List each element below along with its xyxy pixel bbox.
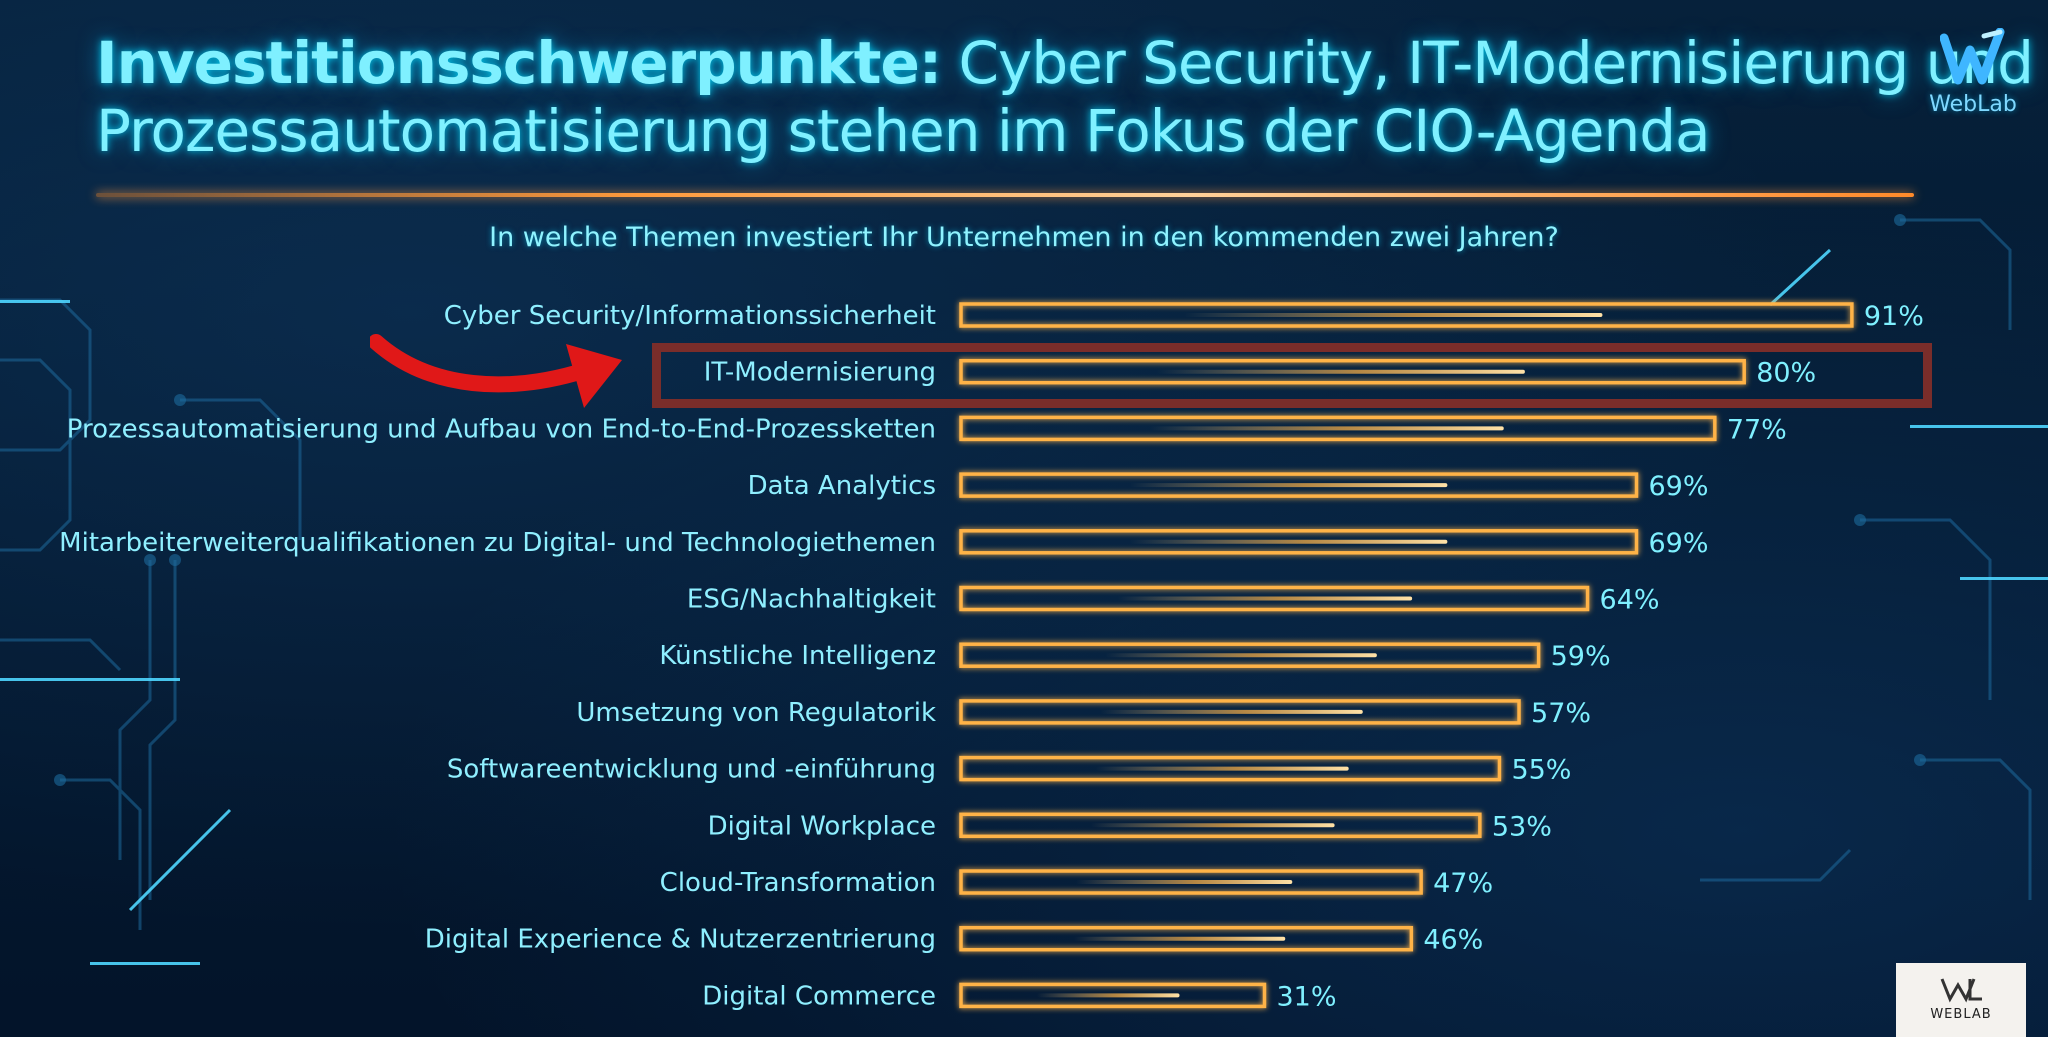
bar <box>959 472 1639 498</box>
value-label: 64% <box>1600 585 1660 616</box>
category-label: Cloud-Transformation <box>660 868 936 898</box>
bar-streak <box>1073 936 1286 941</box>
bar-streak <box>1090 823 1335 828</box>
bar <box>959 585 1590 612</box>
value-label: 55% <box>1511 755 1571 786</box>
badge-text: WEBLAB <box>1930 1007 1992 1022</box>
bar <box>959 642 1541 668</box>
bar-row: Digital Experience & Nutzerzentrierung 46… <box>425 925 1484 956</box>
bar <box>959 812 1482 839</box>
bar <box>959 755 1502 782</box>
bar-row: Data Analytics 69% <box>748 471 1709 502</box>
bar-streak <box>1117 596 1413 601</box>
category-label: Softwareentwicklung und -einführung <box>447 755 936 785</box>
title-divider <box>96 193 1914 197</box>
bar-row: IT-Modernisierung 80% <box>704 358 1816 389</box>
bar-streak <box>1129 483 1448 488</box>
bar <box>959 302 1854 328</box>
bar-row: Digital Commerce 31% <box>702 981 1336 1012</box>
category-label: Mitarbeiterweiterqualifikationen zu Digi… <box>59 528 936 558</box>
value-label: 69% <box>1649 528 1709 559</box>
bar-streak <box>1095 766 1349 771</box>
bar-streak <box>1149 426 1504 431</box>
bar-streak <box>1156 369 1525 374</box>
highlight-box <box>652 343 1932 408</box>
bar-streak <box>1036 993 1180 998</box>
weblab-logo-icon <box>1940 28 2005 85</box>
bar <box>959 529 1639 555</box>
bar-streak <box>1105 653 1377 658</box>
value-label: 47% <box>1433 868 1493 899</box>
red-arrow-icon <box>370 334 622 408</box>
category-label: IT-Modernisierung <box>704 358 936 388</box>
value-label: 46% <box>1423 925 1483 956</box>
bar-row: Künstliche Intelligenz 59% <box>659 641 1610 672</box>
chart-title: In welche Themen investiert Ihr Unterneh… <box>489 222 1559 253</box>
value-label: 57% <box>1531 698 1591 729</box>
category-label: Umsetzung von Regulatorik <box>576 698 936 728</box>
weblab-monogram-icon <box>1940 978 1982 1003</box>
bar-streak <box>1076 880 1293 884</box>
category-label: Künstliche Intelligenz <box>659 641 936 671</box>
value-label: 59% <box>1551 641 1611 672</box>
title-line-1: Investitionsschwerpunkte: Cyber Security… <box>96 29 2034 97</box>
title-line-2: Prozessautomatisierung stehen im Fokus d… <box>96 97 1711 165</box>
bar-row: Mitarbeiterweiterqualifikationen zu Digi… <box>59 528 1708 559</box>
bar-row: Softwareentwicklung und -einführung 55% <box>447 755 1572 786</box>
value-label: 69% <box>1649 471 1709 502</box>
bar-streak <box>1183 313 1603 317</box>
bar-streak <box>1100 709 1363 714</box>
weblab-badge: WEBLAB <box>1896 963 2026 1037</box>
bar-row: Digital Workplace 53% <box>708 811 1552 842</box>
title-bold: Investitionsschwerpunkte: <box>96 29 942 97</box>
bar-row: ESG/Nachhaltigkeit 64% <box>687 585 1660 616</box>
value-label: 80% <box>1756 358 1816 389</box>
category-label: Digital Commerce <box>702 981 936 1011</box>
category-label: Digital Experience & Nutzerzentrierung <box>425 925 936 955</box>
bar <box>959 358 1746 385</box>
bar-streak <box>1129 539 1448 544</box>
category-label: Digital Workplace <box>708 811 936 841</box>
bar-row: Cloud-Transformation 47% <box>660 868 1493 899</box>
title-rest: Cyber Security, IT-Modernisierung und <box>941 29 2034 97</box>
bar <box>959 869 1423 895</box>
bar <box>959 699 1521 725</box>
value-label: 53% <box>1492 811 1552 842</box>
bar-row: Cyber Security/Informationssicherheit 91% <box>444 301 1924 332</box>
bar <box>959 925 1414 952</box>
bar <box>959 415 1717 442</box>
value-label: 77% <box>1727 414 1787 445</box>
category-label: Cyber Security/Informationssicherheit <box>444 301 936 331</box>
bar-row: Prozessautomatisierung und Aufbau von En… <box>67 414 1787 445</box>
category-label: ESG/Nachhaltigkeit <box>687 585 936 615</box>
category-label: Data Analytics <box>748 471 936 501</box>
value-label: 91% <box>1864 301 1924 332</box>
bar-row: Umsetzung von Regulatorik 57% <box>576 698 1591 729</box>
bar <box>959 982 1267 1009</box>
weblab-logo: WebLab <box>1918 28 2028 124</box>
category-label: Prozessautomatisierung und Aufbau von En… <box>67 414 936 444</box>
value-label: 31% <box>1276 981 1336 1012</box>
logo-text: WebLab <box>1929 92 2017 117</box>
